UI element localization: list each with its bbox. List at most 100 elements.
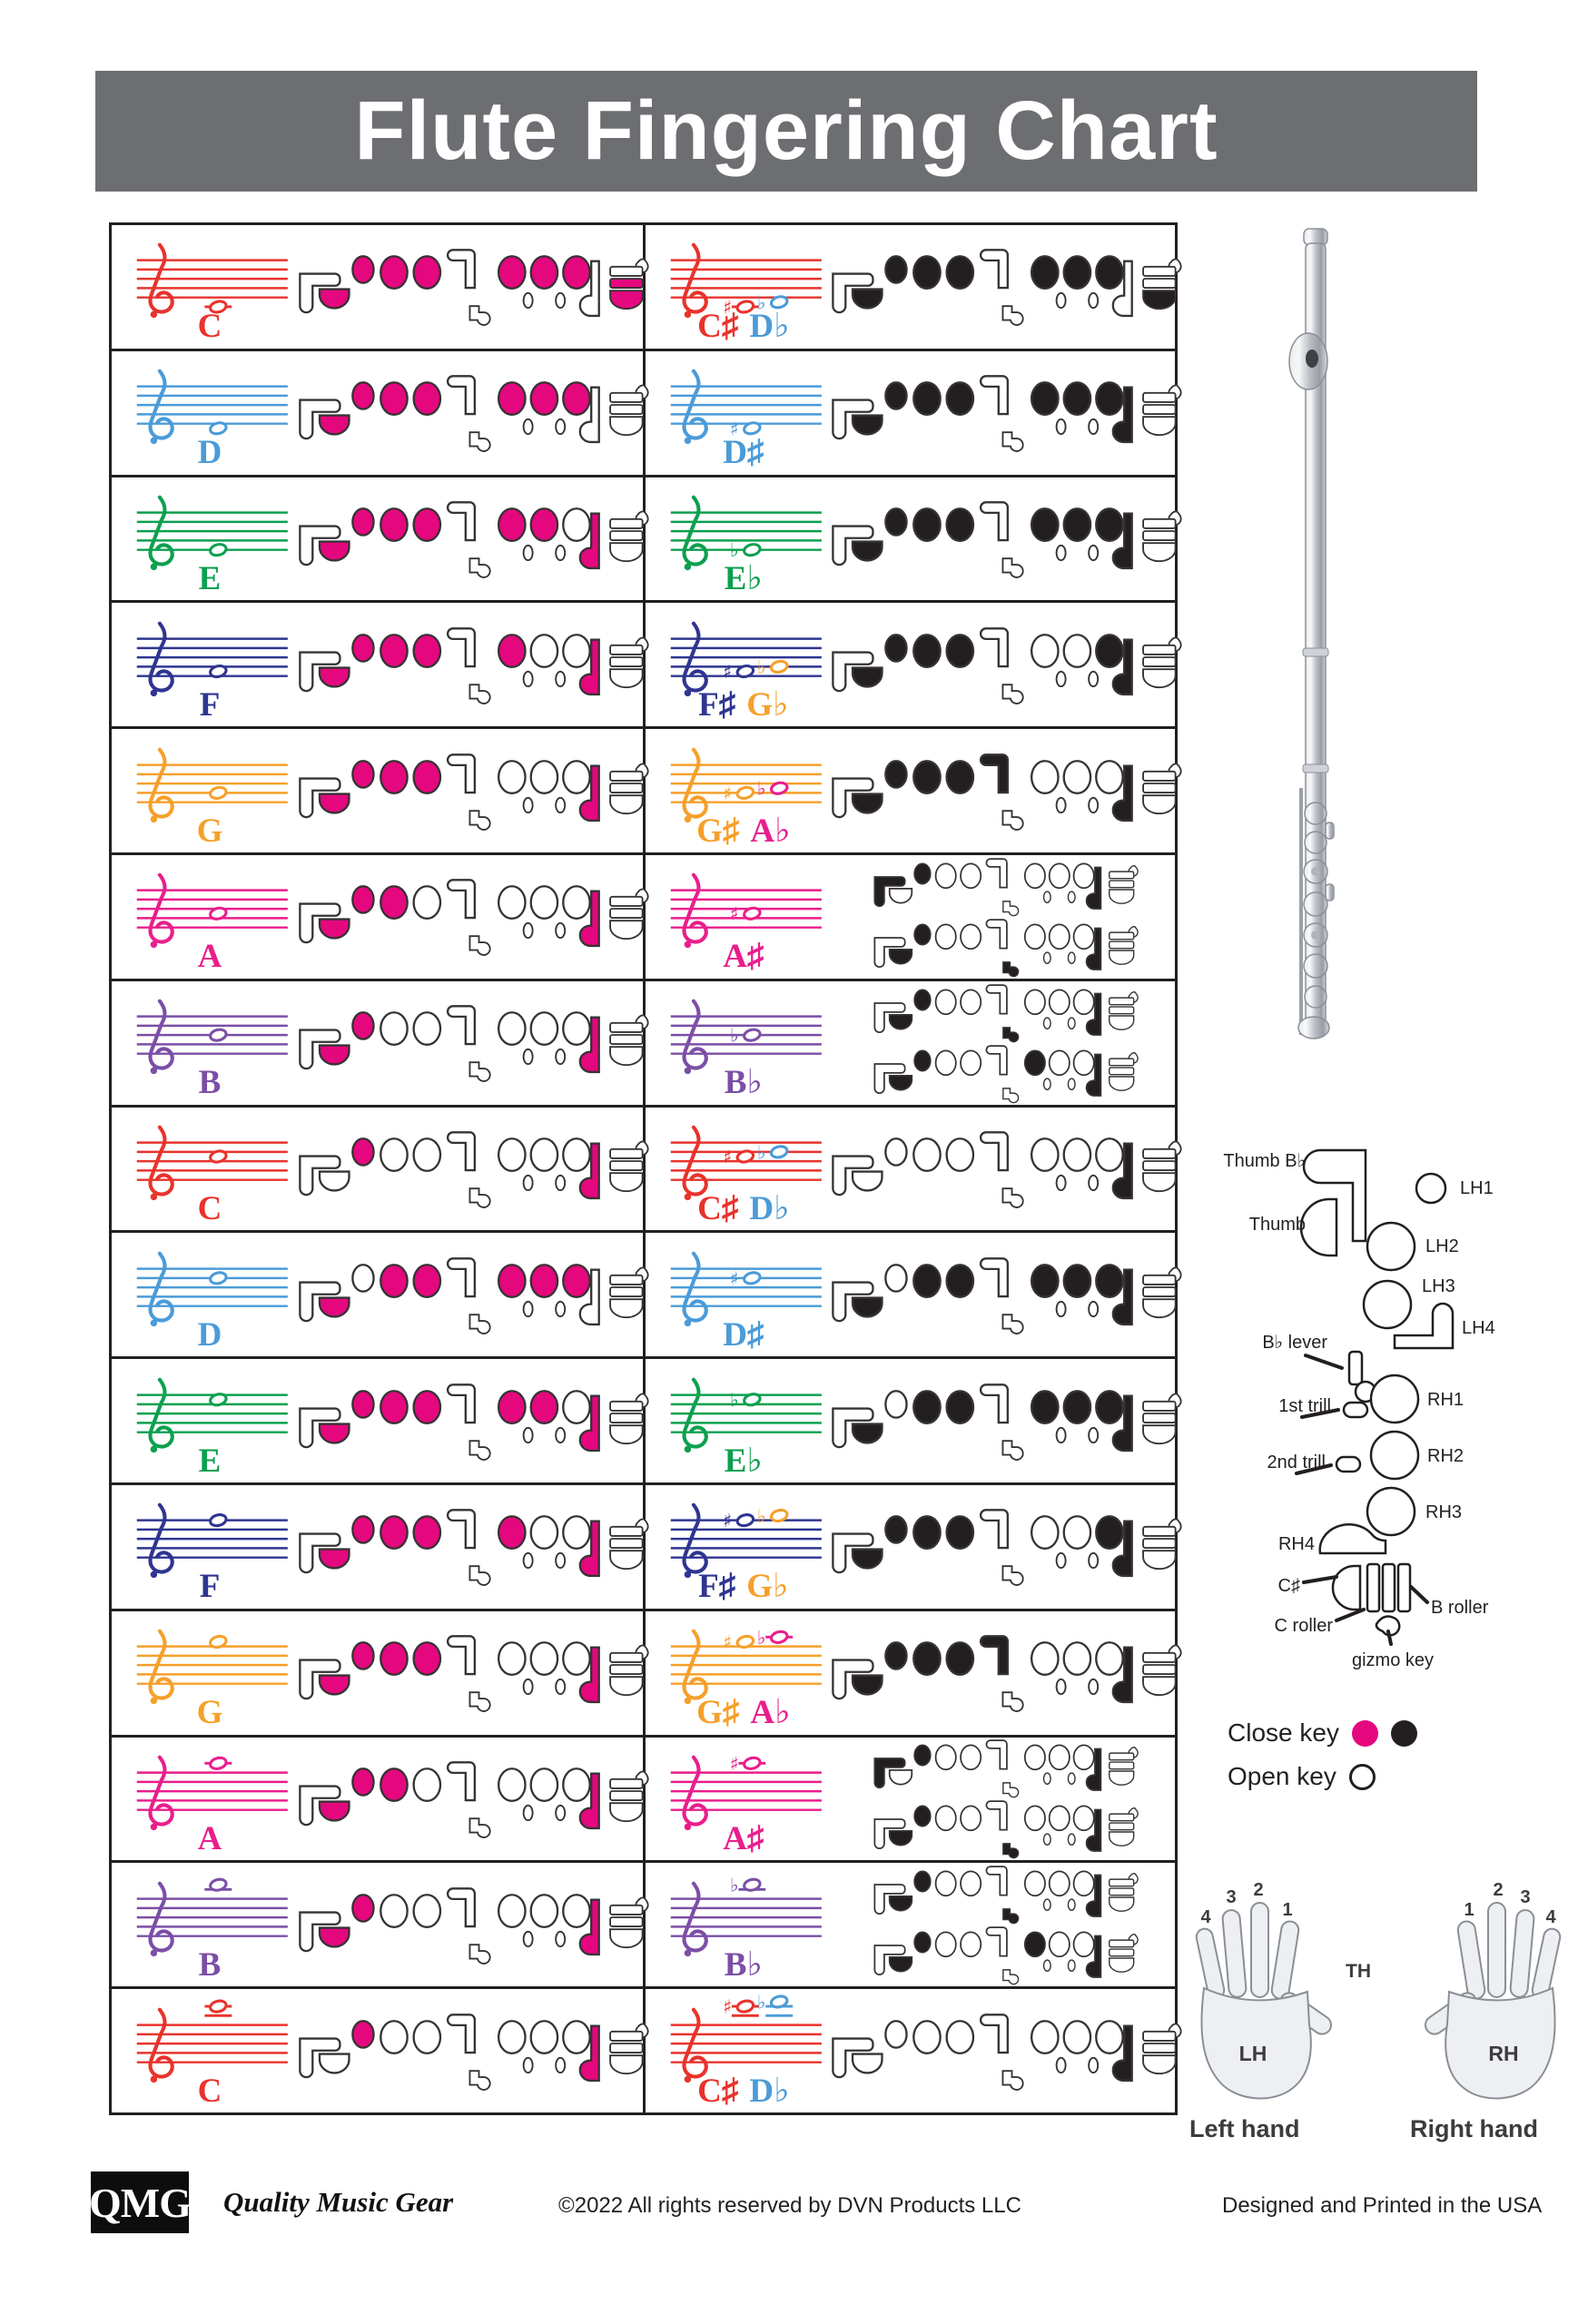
lh3-key-open bbox=[960, 1870, 982, 1897]
lh1-key-closed bbox=[913, 1805, 932, 1827]
rh3-key-closed bbox=[1095, 507, 1125, 542]
lh2-key-open bbox=[935, 923, 958, 950]
treble-clef-icon bbox=[682, 2007, 708, 2079]
note-name: C♯ bbox=[697, 308, 739, 346]
diagram-area bbox=[832, 1376, 1182, 1466]
staff: ♭ bbox=[670, 1874, 822, 1956]
whole-note bbox=[769, 1145, 789, 1159]
note-label: B♭ bbox=[725, 1066, 763, 1099]
c-roller-key-open bbox=[1109, 1761, 1135, 1770]
staff-block: ♯ ♭ F♯ G♭ bbox=[646, 1490, 838, 1603]
accidental: ♯ bbox=[723, 661, 732, 683]
c-roller-key-open bbox=[1142, 1285, 1177, 1297]
2nd-trill-key-open bbox=[1068, 1833, 1077, 1846]
2nd-trill-key-open bbox=[1088, 419, 1100, 436]
rh1-key-closed bbox=[498, 1263, 528, 1298]
csharp-key-open bbox=[1109, 1770, 1135, 1787]
lh3-key-closed bbox=[945, 1263, 975, 1298]
fingering-diagram bbox=[299, 2013, 649, 2091]
thumb-bb-key-open bbox=[299, 1406, 342, 1448]
lh4-key-open bbox=[447, 1886, 477, 1927]
2nd-trill-key-open bbox=[1088, 2056, 1100, 2073]
rh1-key-open bbox=[498, 1137, 528, 1172]
lh2-key-closed bbox=[380, 1389, 409, 1424]
rh2-key-open bbox=[1049, 989, 1071, 1015]
note-name: D♭ bbox=[749, 1189, 790, 1227]
c-roller-key-open bbox=[609, 1412, 644, 1423]
staff: ♯ ♭ bbox=[670, 1125, 822, 1201]
lh1-key-closed bbox=[351, 1641, 376, 1670]
fingering-diagram bbox=[832, 2013, 1182, 2091]
lh3-key-closed bbox=[412, 633, 442, 668]
treble-clef-icon bbox=[682, 243, 708, 314]
grid-row: F ♯ ♭ F♯ G♭ bbox=[112, 603, 1182, 730]
note-name: F bbox=[199, 685, 221, 724]
c-roller-key-closed bbox=[609, 278, 644, 290]
lh4-key-open bbox=[447, 1005, 477, 1046]
lh3-key-open bbox=[412, 2019, 442, 2054]
legend-b-roller-key bbox=[1396, 1562, 1412, 1613]
lh3-key-closed bbox=[945, 381, 975, 417]
lh2-key-open bbox=[935, 1049, 958, 1076]
rh3-key-open bbox=[562, 1389, 592, 1424]
thumb-key-closed bbox=[852, 666, 884, 688]
treble-clef-icon bbox=[682, 621, 708, 693]
rh4-key-closed bbox=[579, 1394, 601, 1452]
note-name: G♭ bbox=[746, 685, 789, 724]
lh3-key-closed bbox=[412, 759, 442, 794]
fingering-diagram bbox=[832, 626, 1182, 704]
1st-trill-key-open bbox=[523, 1804, 534, 1821]
treble-clef-icon bbox=[682, 1377, 708, 1449]
note-cell: B bbox=[112, 980, 649, 1105]
1st-trill-key-open bbox=[1056, 544, 1067, 561]
thumb-key-closed bbox=[319, 1800, 351, 1822]
b-roller-key-open bbox=[609, 1400, 644, 1412]
whole-note bbox=[209, 1028, 228, 1042]
rh4-key-closed bbox=[1112, 638, 1134, 695]
treble-clef-icon bbox=[682, 1125, 708, 1196]
fingering-diagram bbox=[873, 1800, 1139, 1859]
lh3-key-open bbox=[960, 923, 982, 950]
staff bbox=[136, 243, 288, 319]
note-name: D♭ bbox=[749, 2072, 790, 2110]
lh1-key-closed bbox=[351, 507, 376, 537]
lh2-key-open bbox=[380, 1137, 409, 1172]
staff bbox=[136, 1999, 288, 2083]
lh4-key-open bbox=[447, 375, 477, 416]
legend-rh3-key bbox=[1366, 1486, 1416, 1537]
csharp-key-closed bbox=[1142, 290, 1177, 310]
1st-trill-key-open bbox=[1043, 1959, 1052, 1973]
thumb-key-closed bbox=[319, 666, 351, 688]
staff: ♯ ♭ bbox=[670, 243, 822, 319]
thumb-key-closed bbox=[889, 1956, 913, 1973]
lh2-key-closed bbox=[380, 633, 409, 668]
note-label: F♯ G♭ bbox=[698, 1570, 788, 1603]
whole-note bbox=[735, 1635, 754, 1649]
rh1-key-open bbox=[1031, 1641, 1060, 1677]
open-key-swatch bbox=[1348, 1763, 1376, 1790]
note-cell: ♯ ♭ F♯ G♭ bbox=[646, 1485, 1182, 1609]
2nd-trill-key-open bbox=[555, 1049, 567, 1066]
note-label: F bbox=[200, 688, 221, 722]
accidental: ♭ bbox=[757, 777, 766, 799]
1st-trill-key-open bbox=[523, 1300, 534, 1317]
fingering-diagram bbox=[832, 1509, 1182, 1587]
bb-lever-key-open bbox=[468, 1565, 492, 1587]
2nd-trill-key-open bbox=[1068, 1078, 1077, 1090]
c-roller-key-open bbox=[1142, 1538, 1177, 1550]
rh2-key-open bbox=[1062, 1641, 1092, 1677]
rh1-key-closed bbox=[1031, 1389, 1060, 1424]
thumb-bb-key-open bbox=[873, 936, 906, 968]
fingering-diagram bbox=[299, 375, 649, 453]
svg-text:1: 1 bbox=[1464, 1900, 1474, 1920]
diagram-area bbox=[299, 1754, 649, 1844]
rh2-key-open bbox=[529, 1641, 559, 1677]
c-roller-key-open bbox=[609, 404, 644, 416]
rh2-key-closed bbox=[1062, 1389, 1092, 1424]
2nd-trill-key-open bbox=[555, 419, 567, 436]
2nd-trill-key-open bbox=[1068, 1898, 1077, 1912]
note-name: C♯ bbox=[697, 2072, 739, 2110]
note-cell: F bbox=[112, 603, 649, 727]
thumb-key-open bbox=[889, 887, 913, 904]
